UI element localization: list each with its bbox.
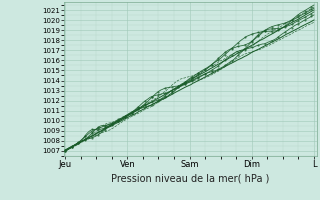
X-axis label: Pression niveau de la mer( hPa ): Pression niveau de la mer( hPa ) <box>111 173 269 183</box>
